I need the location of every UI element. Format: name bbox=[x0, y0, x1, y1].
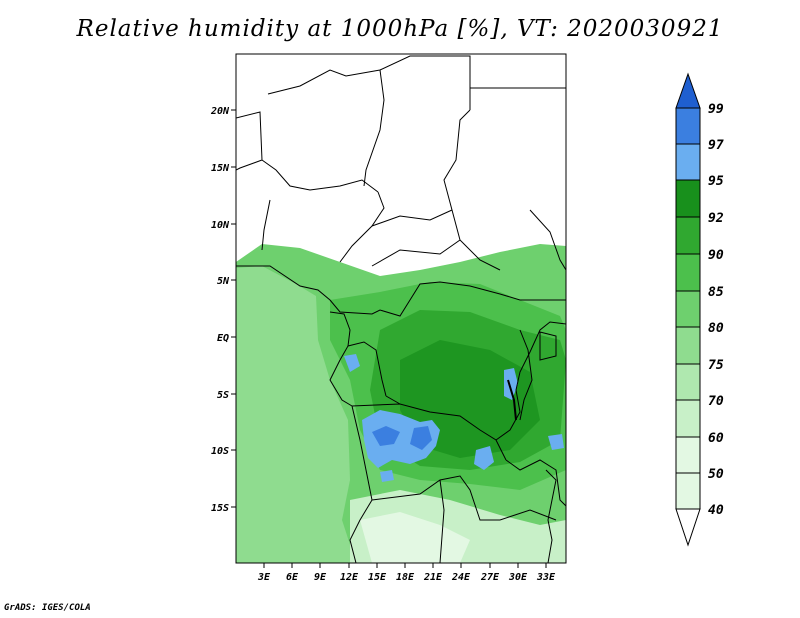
map-title: Relative humidity at 1000hPa [%], VT: 20… bbox=[76, 16, 724, 42]
lat-label-20n: 20N bbox=[210, 106, 230, 117]
colorbar-bottom-arrow bbox=[675, 508, 701, 547]
lon-label-3e: 3E bbox=[257, 572, 271, 583]
colorbar-swatch-97 bbox=[675, 107, 701, 145]
lat-label-eq: EQ bbox=[217, 333, 229, 344]
lon-label-12e: 12E bbox=[340, 572, 359, 583]
lat-label-10s: 10S bbox=[211, 446, 229, 457]
colorbar-label-70: 70 bbox=[708, 394, 724, 409]
lat-label-10n: 10N bbox=[211, 220, 230, 231]
lon-label-18e: 18E bbox=[396, 572, 415, 583]
colorbar-swatch-50 bbox=[675, 436, 701, 474]
lon-label-15e: 15E bbox=[368, 572, 387, 583]
colorbar-swatch-75 bbox=[675, 326, 701, 365]
colorbar-swatch-70 bbox=[675, 363, 701, 401]
colorbar-swatch-60 bbox=[675, 399, 701, 438]
humidity-field bbox=[236, 54, 566, 563]
lon-label-27e: 27E bbox=[480, 572, 500, 583]
colorbar-label-90: 90 bbox=[708, 248, 724, 263]
latitude-axis: 20N 15N 10N 5N EQ 5S 10S 15S bbox=[210, 106, 236, 514]
lon-label-33e: 33E bbox=[536, 572, 556, 583]
grads-credit: GrADS: IGES/COLA bbox=[4, 603, 91, 613]
colorbar-label-85: 85 bbox=[708, 285, 724, 300]
lat-label-5n: 5N bbox=[217, 276, 230, 287]
colorbar-label-80: 80 bbox=[708, 321, 724, 336]
country-borders bbox=[236, 55, 566, 563]
lon-label-9e: 9E bbox=[314, 572, 327, 583]
colorbar-label-60: 60 bbox=[708, 431, 724, 446]
map-frame bbox=[235, 53, 567, 564]
colorbar-label-75: 75 bbox=[708, 358, 724, 373]
colorbar-swatch-40 bbox=[675, 472, 701, 510]
colorbar-swatch-95 bbox=[675, 143, 701, 181]
colorbar-label-95: 95 bbox=[708, 174, 724, 189]
colorbar-label-99: 99 bbox=[708, 102, 724, 117]
colorbar-swatch-80 bbox=[675, 290, 701, 328]
colorbar-label-40: 40 bbox=[708, 503, 724, 518]
lat-label-15s: 15S bbox=[211, 503, 229, 514]
lat-label-5s: 5S bbox=[217, 390, 229, 401]
lon-label-21e: 21E bbox=[423, 572, 443, 583]
colorbar-top-arrow bbox=[675, 72, 701, 109]
colorbar-swatch-85 bbox=[675, 253, 701, 292]
colorbar bbox=[675, 72, 701, 547]
colorbar-swatch-92 bbox=[675, 179, 701, 218]
colorbar-label-50: 50 bbox=[708, 467, 724, 482]
colorbar-swatch-90 bbox=[675, 216, 701, 255]
lat-label-15n: 15N bbox=[211, 163, 230, 174]
colorbar-label-92: 92 bbox=[708, 211, 724, 226]
longitude-axis: 3E 6E 9E 12E 15E 18E 21E 24E 27E 30E 33E bbox=[257, 563, 556, 583]
lon-label-24e: 24E bbox=[451, 572, 471, 583]
colorbar-label-97: 97 bbox=[708, 138, 724, 153]
colorbar-labels: 99 97 95 92 90 85 80 75 70 60 50 40 bbox=[708, 102, 724, 518]
lon-label-6e: 6E bbox=[286, 572, 299, 583]
lon-label-30e: 30E bbox=[508, 572, 528, 583]
